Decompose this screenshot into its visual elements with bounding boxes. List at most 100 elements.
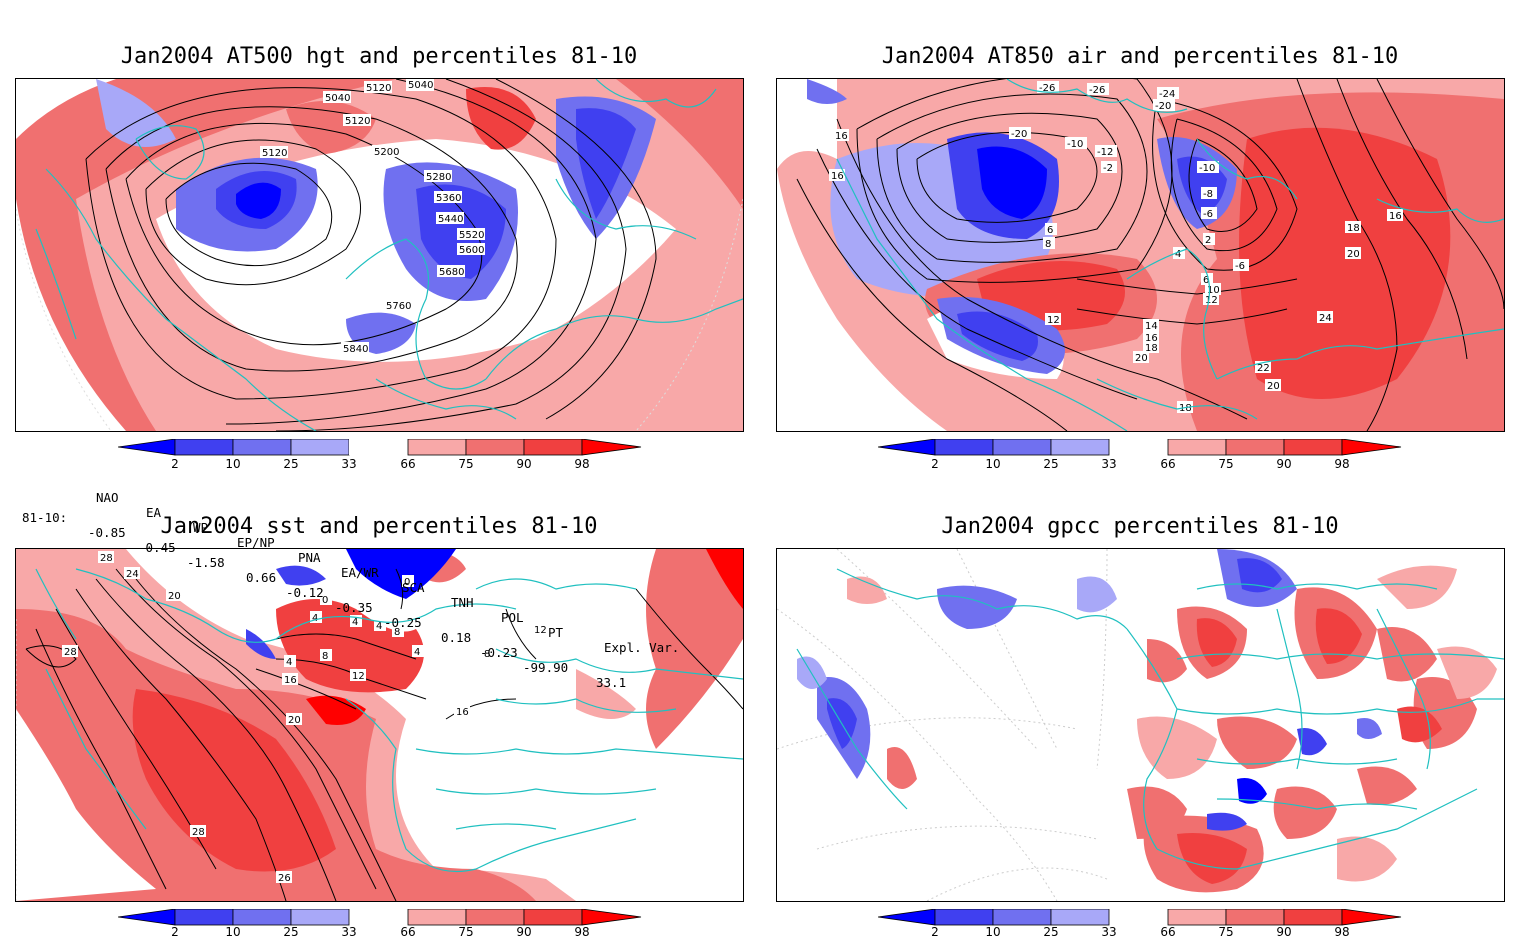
contour-label: 16 — [1145, 333, 1158, 344]
index-header: EA/WR — [341, 565, 379, 580]
contour-label: 5040 — [408, 80, 433, 91]
contour-label: 5600 — [459, 245, 484, 256]
teleconnection-value-row: 81-10: -0.85 -0.45 -1.58 0.66 -0.12 -0.3… — [0, 495, 760, 690]
contour-label: 12 — [352, 671, 365, 682]
contour-label: 5680 — [439, 267, 464, 278]
contour-label: 8 — [1045, 239, 1051, 250]
contour-label: 20 — [288, 715, 301, 726]
contour-label: 20 — [1135, 353, 1148, 364]
colorbar-tick: 2 — [171, 457, 179, 471]
contour-label: 8 — [394, 627, 400, 638]
contour-label: 4 — [352, 617, 358, 628]
contour-label: -2 — [1103, 163, 1113, 174]
contour-label: 5440 — [438, 214, 463, 225]
contour-label: 24 — [126, 569, 139, 580]
contour-label: 16 — [284, 675, 297, 686]
contour-label: 8 — [484, 649, 490, 660]
contour-label: -6 — [1203, 209, 1213, 220]
index-header: POL — [501, 610, 524, 625]
contour-label: -26 — [1089, 85, 1105, 96]
contour-label: 8 — [322, 651, 328, 662]
contour-label: 12 — [534, 625, 547, 636]
index-value: -0.25 — [384, 615, 422, 630]
contour-label: 24 — [1319, 313, 1332, 324]
contour-label: 18 — [1179, 403, 1192, 414]
colorbar-tick: 66 — [400, 925, 416, 939]
colorbar-tick: 10 — [225, 925, 241, 939]
contour-label: -6 — [1235, 261, 1245, 272]
index-header: NAO — [96, 490, 119, 505]
map-gpcc — [777, 549, 1504, 901]
index-header: PNA — [298, 550, 321, 565]
map-air850: -26 -26 -24 -20 -20 -10 -12 -2 -10 -8 -6… — [777, 79, 1504, 431]
contour-label: 12 — [1047, 315, 1060, 326]
colorbar-tick: 98 — [1334, 457, 1350, 471]
contour-label: 5120 — [262, 148, 287, 159]
colorbar-tick: 2 — [931, 457, 939, 471]
contour-label: 28 — [100, 553, 113, 564]
map-panel-air850: -26 -26 -24 -20 -20 -10 -12 -2 -10 -8 -6… — [776, 78, 1505, 432]
colorbar-tick: 66 — [1160, 925, 1176, 939]
panel-title-hgt500: Jan2004 AT500 hgt and percentiles 81-10 — [120, 44, 638, 69]
colorbar-tick: 10 — [225, 457, 241, 471]
map-panel-sst: 28 24 20 0 0 4 4 4 8 8 4 16 12 20 16 28 … — [15, 548, 744, 902]
contour-label: 4 — [286, 657, 292, 668]
contour-label: 18 — [1347, 223, 1360, 234]
colorbar-tick: 2 — [931, 925, 939, 939]
contour-label: 4 — [376, 621, 382, 632]
panel-title-air850: Jan2004 AT850 air and percentiles 81-10 — [881, 44, 1399, 69]
contour-label: 22 — [1257, 363, 1270, 374]
contour-label: 2 — [1205, 235, 1211, 246]
contour-label: 10 — [1207, 285, 1220, 296]
contour-label: 5520 — [459, 230, 484, 241]
colorbar-bottom-right — [877, 908, 1403, 931]
contour-label: 5040 — [325, 93, 350, 104]
index-value: -1.58 — [187, 555, 225, 570]
contour-label: 4 — [312, 613, 318, 624]
map-panel-gpcc — [776, 548, 1505, 902]
map-sst: 28 24 20 0 0 4 4 4 8 8 4 16 12 20 16 28 … — [16, 549, 743, 901]
contour-label: 0 — [404, 577, 410, 588]
index-value: -0.35 — [335, 600, 373, 615]
colorbar-tick: 90 — [1276, 457, 1292, 471]
colorbar-tick: 98 — [574, 925, 590, 939]
contour-label: -12 — [1097, 147, 1113, 158]
contour-label: 28 — [192, 827, 205, 838]
colorbar-tick: 2 — [171, 925, 179, 939]
index-header: SCA — [402, 580, 425, 595]
index-header: TNH — [451, 595, 474, 610]
colorbar-top-left — [117, 438, 643, 461]
colorbar-tick: 66 — [1160, 457, 1176, 471]
colorbar-bottom-left — [117, 908, 643, 931]
row-label: 81-10: — [22, 510, 68, 525]
index-value: 0.66 — [246, 570, 277, 585]
contour-label: 16 — [835, 131, 848, 142]
map-hgt500: 5040 5120 5040 5120 5120 5200 5280 5360 … — [16, 79, 743, 431]
contour-label: -20 — [1011, 129, 1027, 140]
contour-label: 0 — [322, 595, 328, 606]
index-value: -0.12 — [286, 585, 324, 600]
index-value: -0.85 — [88, 525, 126, 540]
contour-label: 12 — [1205, 295, 1218, 306]
contour-label: 6 — [1203, 275, 1209, 286]
contour-label: 14 — [1145, 321, 1158, 332]
colorbar-tick: 66 — [400, 457, 416, 471]
colorbar-tick: 75 — [458, 457, 474, 471]
index-value: -99.90 — [523, 660, 569, 675]
colorbar-tick: 25 — [1043, 925, 1059, 939]
contour-label: 4 — [1175, 249, 1181, 260]
contour-label: -20 — [1155, 101, 1171, 112]
map-panel-hgt500: 5040 5120 5040 5120 5120 5200 5280 5360 … — [15, 78, 744, 432]
contour-label: 16 — [456, 707, 469, 718]
contour-label: 20 — [1347, 249, 1360, 260]
colorbar-tick: 98 — [1334, 925, 1350, 939]
index-value: -0.45 — [138, 540, 176, 555]
contour-label: 6 — [1047, 225, 1053, 236]
colorbar-tick: 75 — [1218, 925, 1234, 939]
contour-label: 20 — [168, 591, 181, 602]
contour-label: 5120 — [366, 83, 391, 94]
colorbar-tick: 25 — [1043, 457, 1059, 471]
colorbar-tick: 90 — [516, 457, 532, 471]
index-header: EP/NP — [237, 535, 275, 550]
contour-label: -10 — [1199, 163, 1215, 174]
